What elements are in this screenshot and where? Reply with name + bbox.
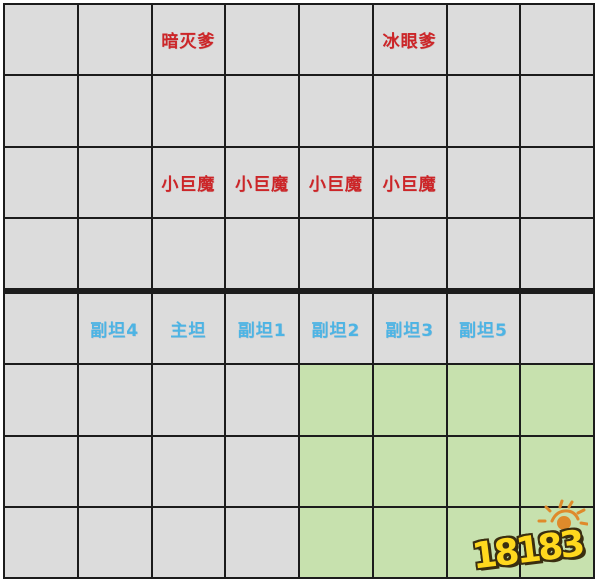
cell-label: 副坦5: [458, 321, 508, 342]
grid-cell-r5c6: 副坦3: [373, 294, 446, 364]
grid-cell-r8c4: [226, 507, 298, 577]
grid-cell-r7c7: [447, 436, 520, 506]
grid-cell-r8c1: [5, 507, 77, 577]
grid-cell-r4c3: [152, 218, 225, 288]
cell-label: 小巨魔: [382, 174, 437, 195]
cell-label: 副坦2: [311, 321, 361, 342]
grid-cell-r1c2: [78, 5, 151, 75]
grid-cell-r5c7: 副坦5: [447, 294, 520, 364]
grid-cell-r3c8: [521, 147, 593, 217]
grid-cell-r2c4: [226, 76, 298, 146]
grid-cell-r8c6: [373, 507, 446, 577]
grid-cell-r7c2: [78, 436, 151, 506]
grid-cell-r4c5: [300, 218, 372, 288]
grid-cell-r8c8: [521, 507, 593, 577]
grid-cell-r3c3: 小巨魔: [152, 147, 225, 217]
grid-cell-r7c1: [5, 436, 77, 506]
grid-cell-r2c2: [78, 76, 151, 146]
grid-cell-r3c7: [447, 147, 520, 217]
grid-cell-r4c2: [78, 218, 151, 288]
grid-cell-r8c7: [447, 507, 520, 577]
grid-cell-r1c7: [447, 5, 520, 75]
grid-cell-r6c5: [300, 365, 372, 435]
grid-cell-r5c3: 主坦: [152, 294, 225, 364]
zone-divider: [5, 290, 593, 292]
cell-label: 小巨魔: [161, 174, 216, 195]
grid-cell-r2c1: [5, 76, 77, 146]
grid-cell-r1c3: 暗灭爹: [152, 5, 225, 75]
grid-cell-r8c3: [152, 507, 225, 577]
grid-cell-r5c5: 副坦2: [300, 294, 372, 364]
grid-cell-r2c5: [300, 76, 372, 146]
grid-cell-r5c4: 副坦1: [226, 294, 298, 364]
cell-label: 副坦3: [385, 321, 435, 342]
grid-cell-r6c1: [5, 365, 77, 435]
grid-cell-r4c8: [521, 218, 593, 288]
grid-cell-r1c8: [521, 5, 593, 75]
cell-label: 暗灭爹: [161, 32, 216, 53]
grid-cell-r2c6: [373, 76, 446, 146]
grid-cell-r2c3: [152, 76, 225, 146]
cell-label: 副坦1: [237, 321, 287, 342]
grid-cell-r7c5: [300, 436, 372, 506]
grid-cell-r7c3: [152, 436, 225, 506]
grid-cell-r1c1: [5, 5, 77, 75]
formation-grid: 暗灭爹 冰眼爹 小巨魔 小巨魔 小巨魔 小巨魔 副坦4 主坦 副坦1 副坦2 副坦3 副坦5: [3, 3, 595, 579]
grid-cell-r5c8: [521, 294, 593, 364]
cell-label: 小巨魔: [308, 174, 363, 195]
grid-cell-r3c5: 小巨魔: [300, 147, 372, 217]
grid-cell-r5c1: [5, 294, 77, 364]
grid-cell-r6c8: [521, 365, 593, 435]
grid-cell-r8c2: [78, 507, 151, 577]
grid-cell-r3c1: [5, 147, 77, 217]
grid-cell-r2c7: [447, 76, 520, 146]
cell-label: 冰眼爹: [382, 32, 437, 53]
grid-cell-r8c5: [300, 507, 372, 577]
grid-cell-r6c4: [226, 365, 298, 435]
grid-cell-r6c3: [152, 365, 225, 435]
grid-cell-r6c6: [373, 365, 446, 435]
grid-cell-r3c6: 小巨魔: [373, 147, 446, 217]
grid-cell-r6c2: [78, 365, 151, 435]
grid-cell-r1c4: [226, 5, 298, 75]
grid-cell-r1c6: 冰眼爹: [373, 5, 446, 75]
grid-cell-r3c4: 小巨魔: [226, 147, 298, 217]
grid-cell-r4c6: [373, 218, 446, 288]
grid-cell-r4c7: [447, 218, 520, 288]
grid-cell-r3c2: [78, 147, 151, 217]
cell-label: 主坦: [170, 321, 207, 342]
grid-cell-r1c5: [300, 5, 372, 75]
grid-cell-r7c8: [521, 436, 593, 506]
cell-label: 副坦4: [90, 321, 140, 342]
grid-cell-r5c2: 副坦4: [78, 294, 151, 364]
grid-cell-r7c4: [226, 436, 298, 506]
grid-cell-r2c8: [521, 76, 593, 146]
grid-cell-r4c4: [226, 218, 298, 288]
grid-cell-r6c7: [447, 365, 520, 435]
cell-label: 小巨魔: [235, 174, 290, 195]
grid-cell-r7c6: [373, 436, 446, 506]
grid-cell-r4c1: [5, 218, 77, 288]
